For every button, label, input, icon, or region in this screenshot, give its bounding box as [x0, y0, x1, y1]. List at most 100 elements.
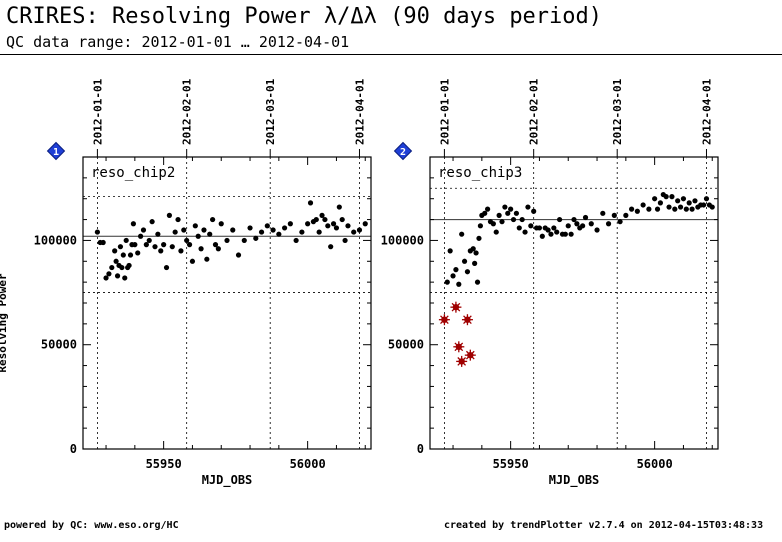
data-point — [657, 200, 664, 206]
data-point — [126, 262, 132, 269]
data-point — [287, 221, 293, 227]
data-point — [94, 229, 100, 235]
data-point — [192, 223, 198, 229]
y-axis-label: Resolving Power — [0, 273, 9, 373]
x-axis-label: MJD_OBS — [202, 473, 253, 488]
data-point — [654, 206, 661, 212]
data-point — [132, 242, 138, 248]
data-point — [683, 206, 689, 212]
data-point — [652, 196, 658, 202]
data-point — [175, 216, 181, 223]
data-point — [611, 212, 617, 218]
data-point — [189, 258, 196, 264]
outlier-point — [453, 341, 465, 353]
data-point — [130, 221, 136, 227]
y-tick-label: 50000 — [41, 338, 77, 352]
data-point — [525, 204, 531, 210]
data-point — [146, 237, 152, 244]
data-point — [230, 227, 236, 233]
data-point — [207, 231, 213, 237]
data-point — [496, 212, 502, 218]
data-point — [472, 260, 478, 266]
panel-reso-chip2: 2012-01-01 2012-02-01 2012-03-01 2012-04-01… — [0, 78, 372, 488]
page-subtitle: QC data range: 2012-01-01 … 2012-04-01 — [6, 33, 350, 51]
data-point — [204, 256, 210, 262]
x-tick-label: 56000 — [637, 457, 673, 471]
data-point — [447, 248, 453, 254]
panel-label: reso_chip3 — [438, 165, 522, 181]
data-point — [703, 196, 710, 202]
date-tick-label: 2012-02-01 — [528, 78, 541, 145]
outlier-ray — [469, 350, 475, 356]
data-point — [169, 244, 175, 250]
data-point — [330, 221, 337, 227]
data-point — [568, 231, 574, 237]
outlier-point — [456, 355, 468, 367]
data-point — [181, 227, 187, 233]
data-point — [316, 229, 322, 235]
data-point — [212, 242, 219, 248]
date-tick-label: 2012-01-01 — [91, 78, 104, 145]
data-point — [459, 231, 465, 237]
panel-reso-chip3: 2012-01-01 2012-02-01 2012-03-01 2012-04-01… — [381, 78, 719, 488]
data-point — [548, 231, 554, 237]
data-point — [140, 227, 147, 233]
y-tick-label: 0 — [70, 442, 77, 456]
data-point — [336, 204, 342, 210]
outlier-point — [461, 314, 473, 326]
data-point — [178, 248, 184, 254]
data-point — [258, 229, 265, 235]
data-point — [138, 233, 144, 239]
data-point — [158, 248, 164, 254]
data-point — [100, 239, 106, 246]
data-point — [677, 204, 684, 210]
data-point — [582, 214, 589, 221]
data-point — [554, 229, 560, 235]
y-tick-label: 50000 — [388, 338, 424, 352]
data-point — [499, 219, 505, 225]
data-point — [119, 264, 125, 271]
data-point — [184, 237, 190, 244]
data-point — [172, 229, 178, 235]
data-point — [201, 227, 207, 233]
data-point — [461, 258, 468, 264]
data-point — [333, 225, 340, 231]
outlier-ray — [461, 357, 467, 362]
data-point — [345, 223, 351, 229]
data-point — [473, 250, 479, 256]
data-point — [328, 244, 334, 250]
data-point — [513, 210, 520, 216]
data-point — [519, 216, 525, 223]
data-point — [551, 225, 557, 231]
data-point — [195, 233, 201, 239]
date-tick-label: 2012-02-01 — [181, 78, 194, 145]
data-point — [640, 202, 646, 208]
data-point — [629, 206, 635, 212]
x-axis-label: MJD_OBS — [549, 473, 600, 488]
x-tick-label: 56000 — [290, 457, 326, 471]
data-point — [120, 252, 126, 258]
data-point — [474, 279, 481, 285]
data-point — [282, 225, 288, 231]
outlier-ray — [458, 342, 464, 348]
data-point — [319, 212, 325, 218]
date-tick-label: 2012-03-01 — [264, 78, 277, 145]
data-point — [444, 279, 450, 285]
data-point — [485, 206, 491, 212]
data-point — [342, 237, 348, 244]
date-tick-label: 2012-03-01 — [611, 78, 624, 145]
data-point — [117, 244, 124, 250]
panel-label: reso_chip2 — [91, 165, 175, 181]
data-point — [477, 223, 483, 229]
data-point — [456, 281, 462, 287]
x-tick-label: 55950 — [146, 457, 182, 471]
data-point — [510, 216, 517, 223]
data-point — [143, 242, 149, 248]
data-point — [186, 242, 193, 248]
date-tick-label: 2012-01-01 — [438, 78, 451, 145]
data-point — [224, 237, 230, 244]
data-point — [307, 200, 314, 206]
outlier-ray — [455, 302, 461, 308]
data-point — [508, 206, 514, 212]
data-point — [149, 219, 155, 225]
